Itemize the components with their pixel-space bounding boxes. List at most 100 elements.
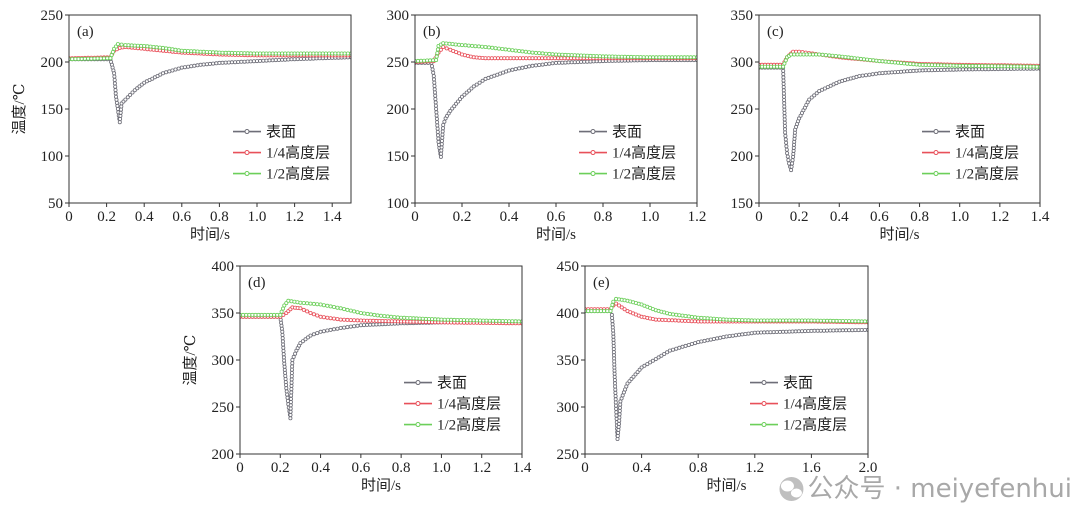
- data-point: [135, 43, 140, 48]
- data-point: [311, 312, 316, 317]
- data-point: [434, 54, 439, 59]
- data-point: [660, 317, 665, 322]
- data-point: [964, 63, 969, 68]
- data-point: [618, 405, 623, 410]
- data-point: [615, 433, 620, 438]
- data-point: [342, 325, 347, 330]
- data-point: [385, 314, 390, 319]
- data-point: [840, 54, 845, 59]
- data-point: [105, 56, 110, 61]
- data-point: [789, 168, 794, 173]
- data-point: [782, 111, 787, 116]
- data-point: [746, 318, 751, 323]
- data-point: [378, 313, 383, 318]
- data-point: [513, 48, 518, 53]
- data-point: [803, 318, 808, 323]
- x-tick-label: 0: [411, 209, 419, 225]
- series-group: [585, 296, 868, 441]
- data-point: [207, 61, 212, 66]
- data-point: [480, 78, 485, 83]
- data-point: [464, 90, 469, 95]
- data-point: [76, 57, 81, 62]
- data-point: [473, 44, 478, 49]
- data-point: [784, 329, 789, 334]
- x-tick-label: 1.6: [802, 460, 821, 476]
- data-point: [170, 47, 175, 52]
- data-point: [657, 317, 662, 322]
- y-tick-label: 250: [557, 447, 580, 463]
- legend-label: 1/2高度层: [612, 166, 676, 183]
- data-point: [847, 328, 852, 333]
- data-point: [308, 301, 313, 306]
- data-point: [355, 323, 360, 328]
- data-point: [476, 44, 481, 49]
- data-point: [321, 315, 326, 320]
- data-point: [790, 318, 795, 323]
- legend-label: 1/2高度层: [955, 166, 1019, 183]
- panel-label: (b): [423, 24, 441, 40]
- data-point: [1018, 64, 1023, 69]
- data-point: [338, 325, 343, 330]
- data-point: [796, 318, 801, 323]
- data-point: [211, 50, 216, 55]
- data-point: [284, 386, 289, 391]
- data-point: [435, 123, 440, 128]
- data-point: [278, 312, 283, 317]
- y-tick-label: 250: [387, 55, 410, 71]
- data-point: [434, 58, 439, 63]
- legend-marker: [761, 422, 767, 428]
- data-point: [688, 55, 693, 60]
- data-point: [768, 330, 773, 335]
- y-tick-label: 450: [557, 259, 580, 275]
- data-point: [112, 78, 117, 83]
- data-point: [781, 75, 786, 80]
- data-point: [471, 318, 476, 323]
- data-point: [782, 124, 787, 129]
- data-point: [833, 54, 838, 59]
- x-tick-label: 1.0: [248, 209, 267, 225]
- data-point: [182, 65, 187, 70]
- data-point: [173, 47, 178, 52]
- data-point: [510, 67, 515, 72]
- data-point: [434, 110, 439, 115]
- data-point: [204, 62, 209, 67]
- data-point: [89, 56, 94, 61]
- data-point: [289, 390, 294, 395]
- data-point: [500, 47, 505, 52]
- data-point: [622, 54, 627, 59]
- data-point: [189, 64, 194, 69]
- panel-label: (a): [77, 24, 94, 40]
- data-point: [345, 325, 350, 330]
- data-point: [433, 93, 438, 98]
- data-point: [594, 54, 599, 59]
- data-point: [705, 319, 710, 324]
- data-point: [677, 345, 682, 350]
- data-point: [321, 329, 326, 334]
- data-point: [164, 46, 169, 51]
- legend-label: 表面: [783, 375, 813, 392]
- data-point: [362, 311, 367, 316]
- data-point: [517, 49, 522, 54]
- data-point: [395, 315, 400, 320]
- legend-marker: [590, 129, 596, 135]
- data-point: [288, 409, 293, 414]
- x-tick-label: 0: [581, 460, 589, 476]
- panel-label: (e): [593, 275, 610, 291]
- data-point: [298, 306, 303, 311]
- y-axis-label: 温度/℃: [182, 335, 199, 386]
- data-point: [119, 107, 124, 112]
- data-point: [874, 58, 879, 63]
- data-point: [439, 145, 444, 150]
- data-point: [680, 313, 685, 318]
- data-point: [648, 360, 653, 365]
- data-point: [746, 331, 751, 336]
- y-tick-label: 300: [212, 353, 235, 369]
- data-point: [782, 114, 787, 119]
- data-point: [617, 421, 622, 426]
- data-point: [986, 64, 991, 69]
- x-tick-label: 0.8: [910, 209, 929, 225]
- data-point: [566, 53, 571, 58]
- data-point: [305, 51, 310, 56]
- data-point: [557, 52, 562, 57]
- data-point: [689, 341, 694, 346]
